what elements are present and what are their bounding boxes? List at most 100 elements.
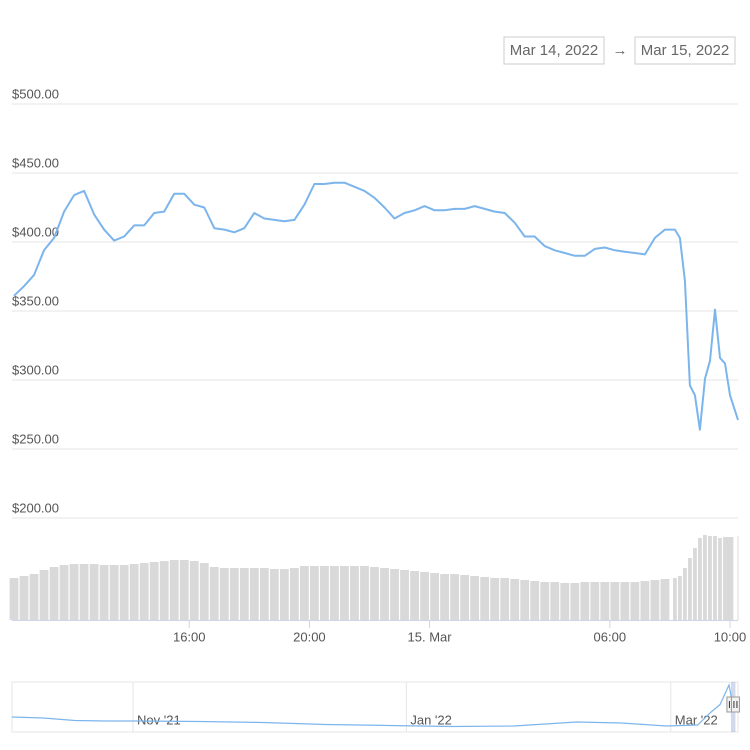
volume-bar xyxy=(340,566,349,620)
volume-bar xyxy=(179,560,189,620)
volume-bar xyxy=(219,568,229,620)
volume-bar xyxy=(620,582,630,620)
volume-bar xyxy=(450,574,460,620)
range-to[interactable]: Mar 15, 2022 xyxy=(641,42,729,59)
range-from[interactable]: Mar 14, 2022 xyxy=(510,42,598,59)
volume-bar xyxy=(390,569,399,620)
price-line xyxy=(13,181,739,431)
volume-bar xyxy=(610,582,620,620)
x-tick-label: 06:00 xyxy=(594,629,627,644)
volume-bar xyxy=(590,582,600,620)
volume-bar xyxy=(89,564,99,620)
volume-bar xyxy=(259,568,269,620)
range-from-input[interactable] xyxy=(503,36,605,65)
y-tick-label: $500.00 xyxy=(12,86,59,101)
volume-bar xyxy=(159,561,169,620)
volume-bar xyxy=(430,573,439,620)
volume-bar xyxy=(119,565,129,620)
volume-bar xyxy=(370,567,379,620)
date-range: Mar 14, 2022 → Mar 15, 2022 xyxy=(503,36,736,65)
navigator-tick-label: Nov '21 xyxy=(137,712,181,727)
x-tick-label: 16:00 xyxy=(173,629,206,644)
volume-bar xyxy=(99,565,109,620)
volume-bar xyxy=(570,583,580,620)
volume-bar xyxy=(139,563,149,620)
x-tick-label: 15. Mar xyxy=(408,629,453,644)
volume-bar xyxy=(79,564,89,620)
volume-bar xyxy=(703,535,707,620)
volume-bar xyxy=(129,564,139,620)
y-tick-label: $200.00 xyxy=(12,500,59,515)
volume-bar xyxy=(360,566,369,620)
volume-bar xyxy=(109,565,119,620)
volume-bar xyxy=(380,568,389,620)
volume-bar xyxy=(460,575,470,620)
volume-bar xyxy=(530,581,540,620)
volume-bar xyxy=(490,578,500,620)
y-tick-label: $350.00 xyxy=(12,293,59,308)
navigator-frame xyxy=(11,681,739,733)
volume-bar xyxy=(723,537,727,620)
volume-bar xyxy=(289,568,299,620)
navigator-handle[interactable] xyxy=(730,696,740,713)
y-tick-label: $300.00 xyxy=(12,362,59,377)
volume-bar xyxy=(149,562,159,620)
y-tick-label: $250.00 xyxy=(12,431,59,446)
range-to-input[interactable] xyxy=(634,36,736,65)
volume-bar xyxy=(420,572,429,620)
volume-bar xyxy=(39,570,49,620)
volume-bar xyxy=(550,582,560,620)
volume-bar xyxy=(718,538,722,620)
volume-bar xyxy=(29,574,39,620)
volume-bar xyxy=(713,536,717,620)
volume-bar xyxy=(510,579,520,620)
volume-bar xyxy=(249,568,259,620)
volume-bar xyxy=(400,570,409,620)
volume-bar xyxy=(69,564,79,620)
volume-bar xyxy=(19,576,29,620)
volume-bar xyxy=(650,580,660,620)
volume-bar xyxy=(520,580,530,620)
volume-bar xyxy=(540,582,550,620)
volume-bar xyxy=(726,537,734,620)
volume-bar xyxy=(169,560,179,620)
volume-bar xyxy=(688,558,692,620)
range-separator: → xyxy=(613,42,628,59)
volume-bar xyxy=(440,574,450,620)
volume-bar xyxy=(693,548,697,620)
volume-bar xyxy=(660,579,670,620)
volume-bar xyxy=(49,567,59,620)
navigator-tick-label: Jan '22 xyxy=(410,712,452,727)
volume-bar xyxy=(229,568,239,620)
volume-bar xyxy=(673,578,677,620)
volume-bar xyxy=(698,538,702,620)
navigator-line xyxy=(11,683,735,728)
volume-bar xyxy=(678,576,682,620)
y-tick-label: $400.00 xyxy=(12,224,59,239)
volume-bar xyxy=(480,577,490,620)
volume-bar xyxy=(320,566,329,620)
volume-bar xyxy=(630,582,640,620)
volume-bar xyxy=(59,565,69,620)
volume-bar xyxy=(500,578,510,620)
volume-bar xyxy=(269,569,279,620)
volume-bar xyxy=(189,561,199,620)
volume-bar xyxy=(239,568,249,620)
y-tick-label: $450.00 xyxy=(12,155,59,170)
volume-bar xyxy=(209,567,219,620)
volume-bar xyxy=(330,566,339,620)
x-tick-label: 10:00 xyxy=(714,629,747,644)
volume-bar xyxy=(350,566,359,620)
volume-bar xyxy=(279,569,289,620)
volume-bar xyxy=(683,568,687,620)
volume-bar xyxy=(580,582,590,620)
volume-bar xyxy=(737,536,739,620)
volume-bar xyxy=(9,578,19,620)
volume-bar xyxy=(560,583,570,620)
volume-bar xyxy=(299,566,309,620)
volume-bar xyxy=(199,563,209,620)
volume-bar xyxy=(640,581,650,620)
volume-bar xyxy=(600,582,610,620)
volume-bar xyxy=(410,571,419,620)
